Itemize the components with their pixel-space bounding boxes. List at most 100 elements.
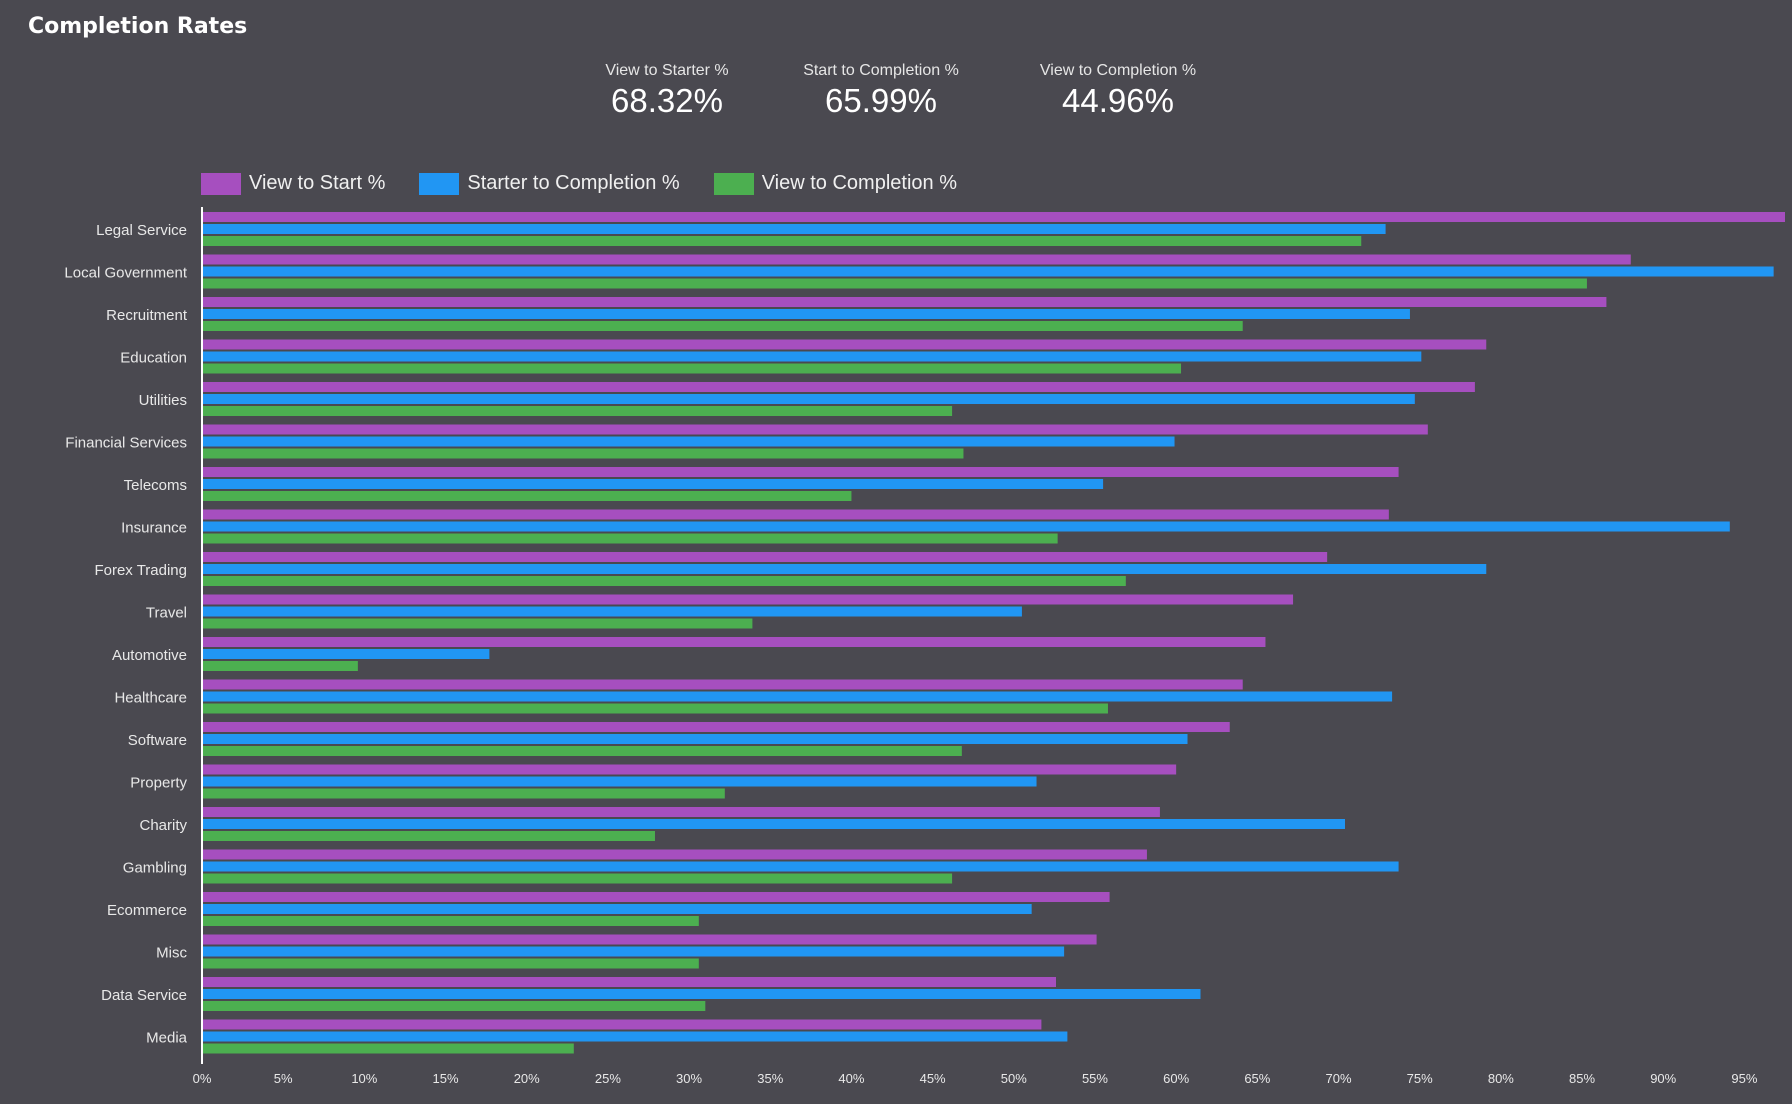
bar-starter-to-completion[interactable] — [202, 436, 1175, 447]
bar-starter-to-completion[interactable] — [202, 776, 1037, 787]
bar-view-to-start[interactable] — [202, 424, 1428, 435]
bar-view-to-completion[interactable] — [202, 448, 964, 459]
bar-view-to-completion[interactable] — [202, 491, 852, 501]
legend-item-starter-to-completion[interactable]: Starter to Completion % — [419, 172, 680, 195]
chart-title: Completion Rates — [28, 14, 248, 39]
category-label: Media — [146, 1030, 188, 1047]
x-tick-label: 30% — [676, 1071, 702, 1086]
kpi-label: View to Starter % — [605, 62, 729, 79]
legend: View to Start % Starter to Completion % … — [201, 172, 991, 195]
bar-view-to-start[interactable] — [202, 807, 1160, 817]
bar-starter-to-completion[interactable] — [202, 479, 1104, 489]
kpi-start-to-completion: Start to Completion % 65.99% — [781, 62, 981, 120]
bar-view-to-completion[interactable] — [202, 788, 725, 799]
x-tick-label: 90% — [1650, 1071, 1676, 1086]
bar-view-to-completion[interactable] — [202, 958, 699, 969]
category-label: Insurance — [121, 520, 187, 537]
bar-view-to-completion[interactable] — [202, 831, 655, 841]
bar-view-to-start[interactable] — [202, 254, 1631, 265]
x-tick-label: 15% — [433, 1071, 459, 1086]
bar-starter-to-completion[interactable] — [202, 1031, 1068, 1042]
x-tick-label: 60% — [1163, 1071, 1189, 1086]
legend-swatch — [419, 172, 460, 195]
legend-swatch — [201, 172, 241, 195]
x-tick-label: 45% — [920, 1071, 946, 1086]
bar-view-to-start[interactable] — [202, 594, 1294, 605]
bar-view-to-completion[interactable] — [202, 661, 358, 671]
legend-item-view-to-start[interactable]: View to Start % — [201, 172, 385, 195]
category-label: Automotive — [112, 647, 187, 664]
bar-starter-to-completion[interactable] — [202, 989, 1201, 999]
bar-view-to-start[interactable] — [202, 977, 1057, 987]
x-tick-label: 40% — [838, 1071, 864, 1086]
category-label: Misc — [156, 945, 187, 962]
category-label: Ecommerce — [107, 902, 187, 919]
bar-view-to-completion[interactable] — [202, 703, 1108, 714]
legend-item-view-to-completion[interactable]: View to Completion % — [713, 172, 957, 195]
bar-view-to-start[interactable] — [202, 722, 1230, 732]
bar-view-to-start[interactable] — [202, 382, 1475, 392]
bar-starter-to-completion[interactable] — [202, 904, 1032, 914]
category-label: Gambling — [123, 860, 187, 877]
bar-view-to-completion[interactable] — [202, 406, 953, 416]
bar-view-to-completion[interactable] — [202, 278, 1587, 289]
category-label: Recruitment — [106, 307, 188, 324]
bar-starter-to-completion[interactable] — [202, 266, 1774, 277]
bar-starter-to-completion[interactable] — [202, 691, 1393, 702]
bar-view-to-start[interactable] — [202, 764, 1177, 775]
bar-view-to-completion[interactable] — [202, 1001, 706, 1011]
bar-view-to-completion[interactable] — [202, 321, 1243, 331]
bar-view-to-start[interactable] — [202, 339, 1487, 350]
category-label: Software — [128, 732, 187, 749]
bar-starter-to-completion[interactable] — [202, 606, 1022, 617]
category-label: Forex Trading — [94, 562, 187, 579]
bar-view-to-start[interactable] — [202, 637, 1266, 647]
bar-view-to-start[interactable] — [202, 509, 1389, 520]
bar-starter-to-completion[interactable] — [202, 521, 1730, 532]
bar-view-to-completion[interactable] — [202, 618, 753, 629]
bar-starter-to-completion[interactable] — [202, 564, 1487, 574]
bar-view-to-completion[interactable] — [202, 576, 1126, 586]
bar-view-to-start[interactable] — [202, 679, 1243, 690]
bar-view-to-completion[interactable] — [202, 533, 1058, 544]
bar-starter-to-completion[interactable] — [202, 946, 1065, 957]
category-label: Financial Services — [65, 435, 187, 452]
x-tick-label: 5% — [274, 1071, 293, 1086]
category-label: Charity — [139, 817, 187, 834]
kpi-value: 65.99% — [825, 82, 937, 119]
bar-view-to-start[interactable] — [202, 892, 1110, 902]
x-tick-label: 85% — [1569, 1071, 1595, 1086]
bar-view-to-completion[interactable] — [202, 873, 953, 884]
kpi-view-to-starter: View to Starter % 68.32% — [567, 62, 767, 120]
x-tick-label: 55% — [1082, 1071, 1108, 1086]
bar-starter-to-completion[interactable] — [202, 649, 490, 659]
bar-view-to-start[interactable] — [202, 467, 1399, 477]
bar-view-to-start[interactable] — [202, 849, 1147, 860]
bar-view-to-completion[interactable] — [202, 1043, 574, 1054]
category-label: Local Government — [64, 265, 187, 282]
bar-view-to-start[interactable] — [202, 297, 1607, 307]
bar-starter-to-completion[interactable] — [202, 224, 1386, 234]
bar-view-to-completion[interactable] — [202, 746, 962, 756]
bar-starter-to-completion[interactable] — [202, 394, 1415, 404]
kpi-label: View to Completion % — [1039, 62, 1197, 79]
kpi-value: 68.32% — [611, 82, 723, 119]
bar-view-to-start[interactable] — [202, 552, 1328, 562]
bar-starter-to-completion[interactable] — [202, 819, 1346, 829]
bar-starter-to-completion[interactable] — [202, 309, 1410, 319]
bar-view-to-completion[interactable] — [202, 363, 1182, 374]
category-label: Healthcare — [114, 690, 187, 707]
bar-starter-to-completion[interactable] — [202, 351, 1422, 362]
bar-starter-to-completion[interactable] — [202, 861, 1399, 872]
x-tick-label: 0% — [193, 1071, 212, 1086]
bar-view-to-completion[interactable] — [202, 236, 1362, 246]
legend-swatch — [713, 172, 754, 195]
x-tick-label: 25% — [595, 1071, 621, 1086]
bar-view-to-start[interactable] — [202, 212, 1785, 222]
bar-view-to-completion[interactable] — [202, 916, 699, 926]
bar-starter-to-completion[interactable] — [202, 734, 1188, 744]
x-tick-label: 80% — [1488, 1071, 1514, 1086]
bar-view-to-start[interactable] — [202, 1019, 1042, 1030]
bar-view-to-start[interactable] — [202, 934, 1097, 945]
